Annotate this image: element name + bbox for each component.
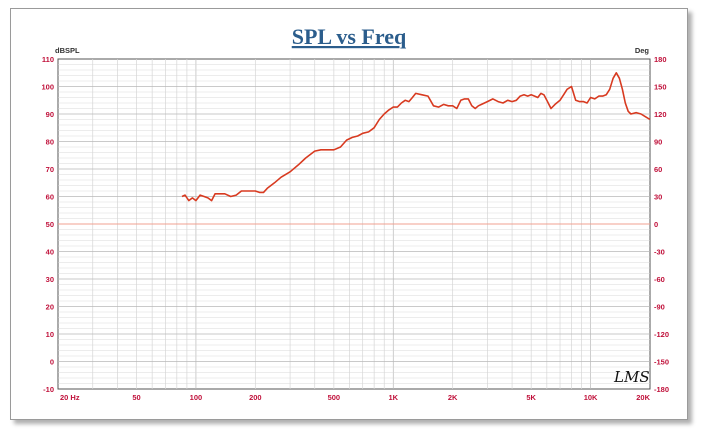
- y-tick-right: -60: [654, 275, 665, 284]
- x-tick: 5K: [526, 393, 536, 402]
- x-tick: 10K: [584, 393, 598, 402]
- x-tick: 50: [132, 393, 140, 402]
- spl-curve: [181, 71, 651, 202]
- x-tick: 500: [328, 393, 341, 402]
- y-tick-right: 60: [654, 165, 662, 174]
- y-tick-left: 20: [46, 303, 54, 312]
- y-tick-right: 150: [654, 83, 667, 92]
- y-tick-left: 60: [46, 193, 54, 202]
- y-tick-left: 30: [46, 275, 54, 284]
- y-tick-left: 40: [46, 248, 54, 257]
- x-tick: 20K: [636, 393, 650, 402]
- chart-title: SPL vs Freq: [292, 24, 407, 49]
- spl-vs-freq-chart: SPL vs Freq 1101009080706050403020100-10…: [41, 24, 669, 402]
- y-tick-left: 90: [46, 110, 54, 119]
- x-tick: 2K: [448, 393, 458, 402]
- y-tick-right: -120: [654, 330, 669, 339]
- y-tick-right: 0: [654, 220, 658, 229]
- x-tick: 200: [249, 393, 262, 402]
- y-tick-left: 110: [42, 55, 54, 64]
- x-tick: 20 Hz: [60, 393, 80, 402]
- axis-labels-group: 1101009080706050403020100-10180150120906…: [41, 55, 669, 402]
- x-tick: 1K: [388, 393, 398, 402]
- y-tick-right: -180: [654, 385, 669, 394]
- y-tick-left: 10: [46, 330, 54, 339]
- y-tick-right: 30: [654, 193, 662, 202]
- y-tick-right: 180: [654, 55, 667, 64]
- y-tick-left: 100: [41, 83, 54, 92]
- y-tick-left: 70: [46, 165, 54, 174]
- chart-frame: SPL vs Freq 110 100 90 80 70 60 50 40 30 20 10 0 -10…: [10, 8, 688, 420]
- y-tick-right: -30: [654, 248, 665, 257]
- y-tick-left: 80: [46, 138, 54, 147]
- y-tick-right: 120: [654, 110, 667, 119]
- y-tick-left: -10: [43, 385, 54, 394]
- y-tick-right: 90: [654, 138, 662, 147]
- y-tick-left: 50: [46, 220, 54, 229]
- y-axis-right-unit: Deg: [635, 46, 650, 55]
- series-group: [181, 71, 651, 202]
- y-tick-left: 0: [50, 358, 54, 367]
- lms-signature: LMS: [613, 368, 650, 386]
- x-tick: 100: [190, 393, 203, 402]
- y-tick-right: -90: [654, 303, 665, 312]
- y-axis-left-unit: dBSPL: [55, 46, 80, 55]
- y-tick-right: -150: [654, 358, 669, 367]
